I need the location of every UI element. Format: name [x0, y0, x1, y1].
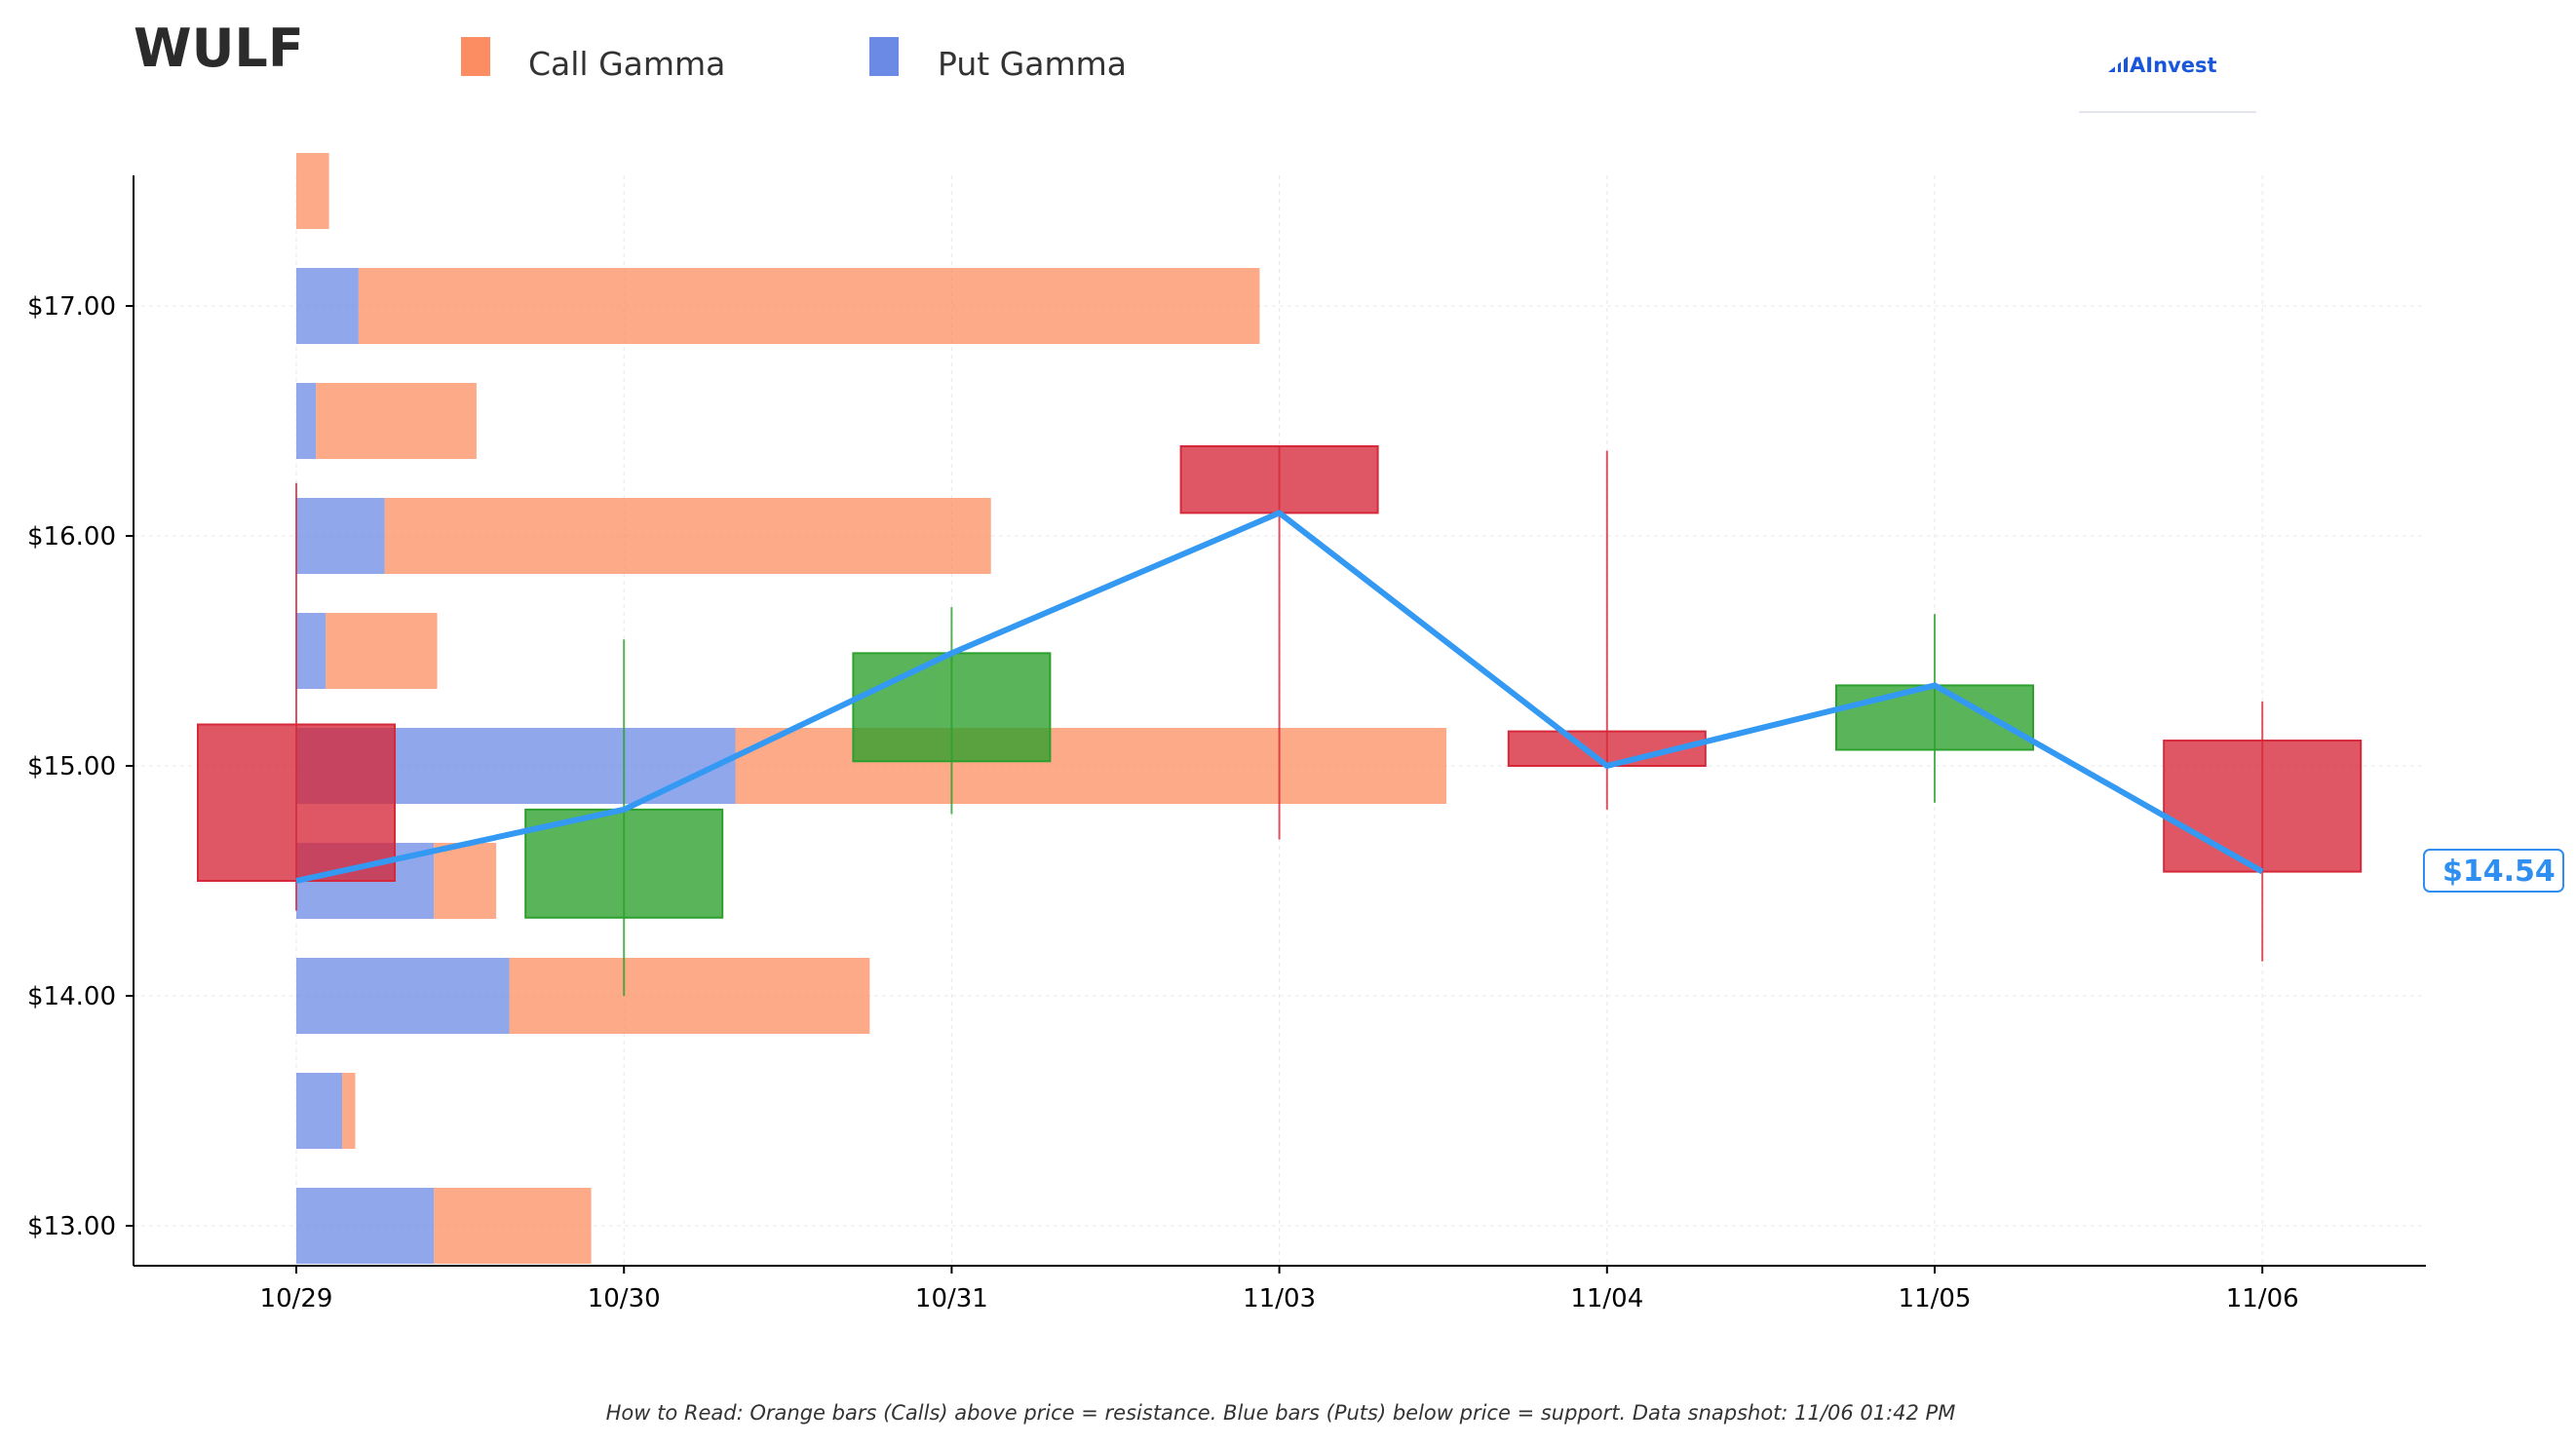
x-tick-label: 11/03: [1243, 1284, 1316, 1313]
put-gamma-bar: [296, 958, 510, 1034]
ainvest-logo-icon: [2108, 57, 2128, 72]
y-tick-label: $15.00: [27, 752, 116, 781]
x-tick-label: 11/04: [1570, 1284, 1643, 1313]
legend-put-swatch: [869, 37, 899, 76]
price-line: [295, 510, 2264, 884]
footer-note: How to Read: Orange bars (Calls) above p…: [606, 1401, 1956, 1425]
x-tick-label: 11/05: [1899, 1284, 1972, 1313]
put-gamma-bar: [296, 613, 327, 689]
x-tick-label: 10/30: [588, 1284, 661, 1313]
x-tick-label: 10/31: [915, 1284, 988, 1313]
x-ticks: 10/29 10/30 10/31 11/03 11/04 11/05 11/06: [260, 1266, 2299, 1313]
x-tick-label: 10/29: [260, 1284, 333, 1313]
candle-body: [2163, 740, 2363, 873]
put-gamma-bar: [296, 383, 317, 459]
call-gamma-bar: [509, 958, 870, 1034]
last-price-tag: $14.54: [2423, 849, 2564, 893]
put-gamma-bar: [296, 268, 359, 344]
candle-body: [197, 723, 396, 883]
legend-call-swatch: [461, 37, 490, 76]
call-gamma-bar: [434, 1188, 592, 1264]
y-tick-label: $16.00: [27, 522, 116, 552]
call-gamma-bar: [326, 613, 438, 689]
put-gamma-bar: [296, 498, 385, 574]
x-tick-label: 11/06: [2226, 1284, 2299, 1313]
y-tick-label: $14.00: [27, 982, 116, 1011]
candle-body: [1835, 684, 2034, 751]
last-price-tag-box: [2423, 849, 2564, 893]
call-gamma-bar: [384, 498, 991, 574]
legend-put-label: Put Gamma: [938, 45, 1127, 83]
call-gamma-bar: [358, 268, 1260, 344]
ticker-title: WULF: [134, 18, 304, 79]
brand-name: AInvest: [2130, 54, 2217, 77]
candle-body: [852, 652, 1052, 763]
put-gamma-bar: [296, 1188, 435, 1264]
legend: Call Gamma Put Gamma: [461, 37, 1127, 83]
call-gamma-bar: [316, 383, 477, 459]
brand-logo[interactable]: AInvest: [2079, 54, 2256, 113]
last-price-tag-label: $14.54: [2442, 855, 2556, 889]
y-ticks: $13.00 $14.00 $15.00 $16.00 $17.00: [27, 292, 134, 1241]
gamma-bars: [296, 153, 1447, 1264]
price-line-layer: [295, 510, 2264, 884]
candle-body: [1179, 444, 1379, 514]
put-gamma-bar: [296, 1073, 343, 1149]
call-gamma-bar: [342, 1073, 356, 1149]
call-gamma-bar: [434, 843, 497, 919]
call-gamma-bar: [735, 728, 1447, 804]
legend-call-label: Call Gamma: [528, 45, 725, 83]
y-tick-label: $13.00: [27, 1212, 116, 1241]
candle-body: [524, 808, 724, 919]
y-tick-label: $17.00: [27, 292, 116, 322]
call-gamma-bar: [296, 153, 329, 229]
